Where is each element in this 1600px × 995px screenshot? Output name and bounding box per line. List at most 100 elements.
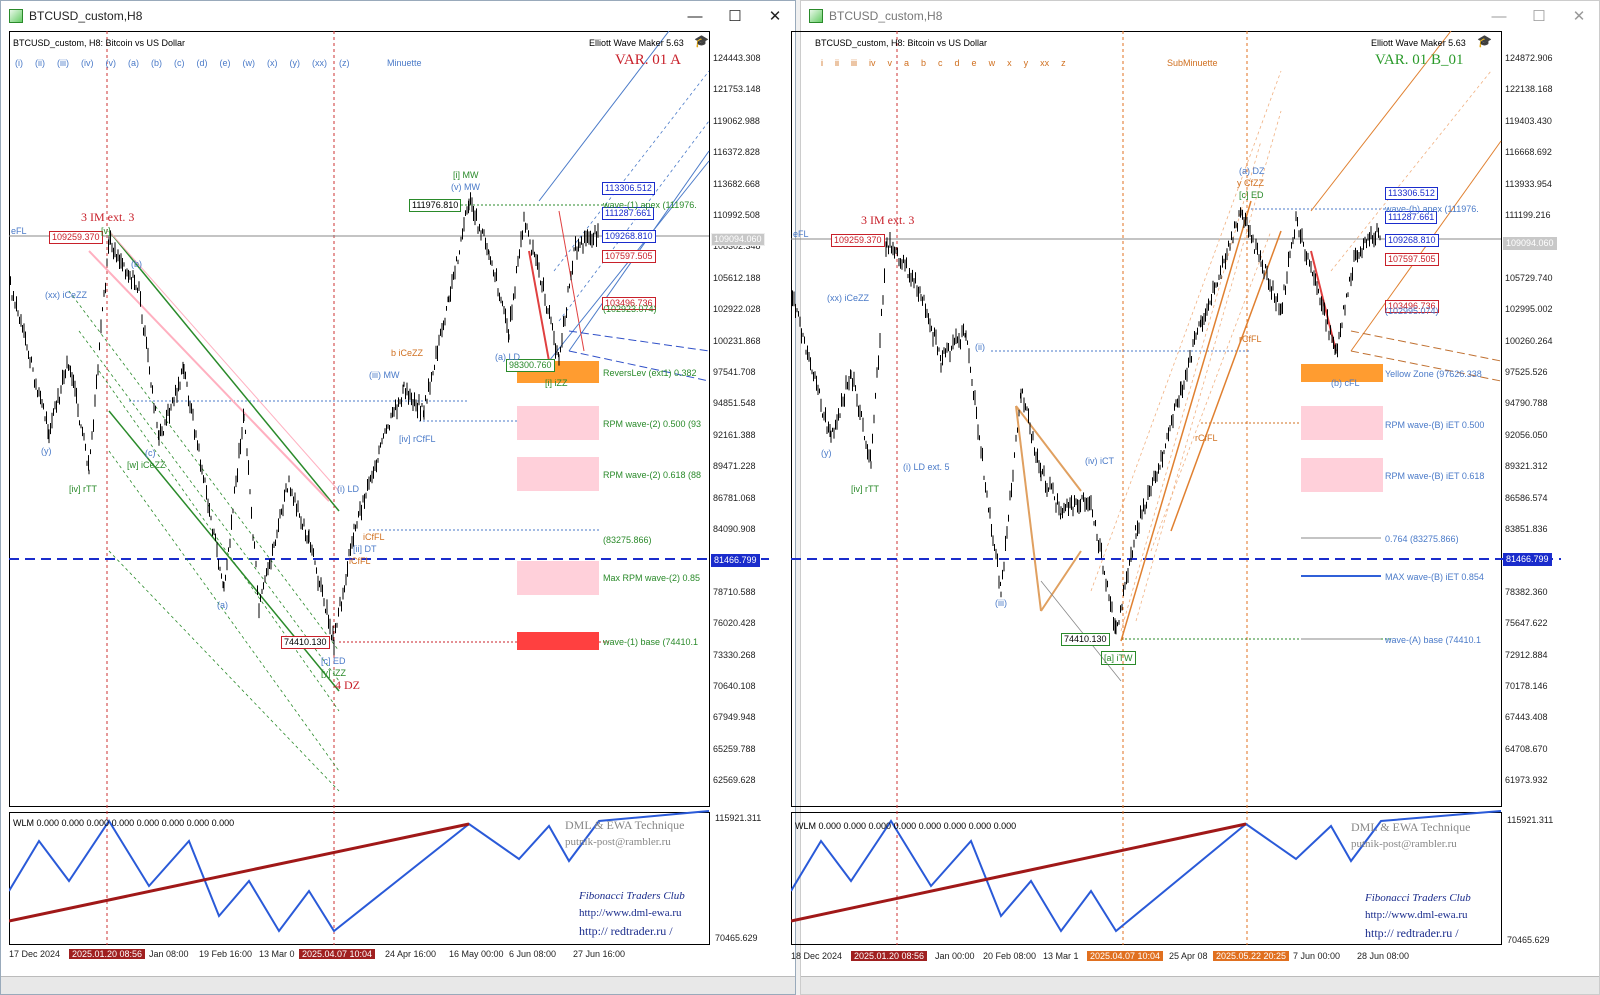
wave-degree-option[interactable]: (iii) <box>57 58 69 68</box>
price-tick-label: 97541.708 <box>713 367 756 377</box>
price-tick-label: 124872.906 <box>1505 53 1553 63</box>
credit-link-redtrader[interactable]: http:// redtrader.ru / <box>1365 926 1459 940</box>
degree-label[interactable]: SubMinuette <box>1167 58 1218 68</box>
wave-degree-option[interactable]: d <box>954 58 960 68</box>
price-chart-canvas[interactable] <box>9 31 789 976</box>
wave-degree-selector[interactable]: (i) (ii) (iii) (iv) (v) (a) (b) (c) (d) (e) (w) (x)… <box>15 57 362 69</box>
price-tick-label: 119403.430 <box>1505 115 1552 126</box>
main-chart[interactable]: BTCUSD_custom, H8: Bitcoin vs US Dollar … <box>9 31 789 976</box>
credit-link-dml[interactable]: http://www.dml-ewa.ru <box>579 907 682 919</box>
wave-degree-option[interactable]: v <box>887 58 893 68</box>
wave-degree-option[interactable]: (v) <box>105 58 117 68</box>
wave-degree-option[interactable]: (b) <box>151 58 162 68</box>
time-tick-label: 20 Feb 08:00 <box>983 951 1037 961</box>
level-label-rpm-500: RPM wave-(B) iET 0.500 <box>1385 420 1485 430</box>
wave-degree-option[interactable]: w <box>988 58 996 68</box>
price-tick-label: 78382.360 <box>1505 586 1548 597</box>
close-button[interactable]: ✕ <box>768 8 782 25</box>
price-box-113306: 113306.512 <box>602 182 655 195</box>
wave-degree-option[interactable]: iii <box>851 58 857 68</box>
price-tick-label: 121753.148 <box>713 84 761 95</box>
wave-degree-option[interactable]: (a) <box>128 58 139 68</box>
wave-degree-option[interactable]: z <box>1061 58 1066 68</box>
close-button[interactable]: ✕ <box>1572 8 1586 25</box>
wave-label: [y] iZZ <box>321 668 346 678</box>
wave-degree-option[interactable]: ii <box>835 58 839 68</box>
channel-line <box>1350 350 1502 382</box>
time-tick-label: 19 Feb 16:00 <box>199 949 253 959</box>
sub-plot-frame <box>791 812 1502 945</box>
time-axis[interactable]: 18 Dec 2024 2025.01.20 08:56 Jan 00:00 20 F… <box>791 951 1501 965</box>
minimize-button[interactable]: — <box>687 7 703 25</box>
wave-degree-option[interactable]: c <box>938 58 943 68</box>
price-bars <box>791 207 1381 635</box>
wave-degree-selector[interactable]: i ii iii iv v a b c d e w x y xx z <box>821 57 1078 69</box>
level-label-max: MAX wave-(B) iET 0.854 <box>1385 572 1484 582</box>
wave-degree-option[interactable]: (e) <box>219 58 231 68</box>
channel-line <box>558 120 710 322</box>
wave-degree-option[interactable]: (d) <box>196 58 208 68</box>
time-tick-label: Jan 08:00 <box>149 949 189 959</box>
hat-icon[interactable]: 🎓 <box>1477 34 1492 48</box>
wave-label: (iii) <box>995 598 1007 608</box>
wlm-zigzag <box>9 810 710 933</box>
status-bar <box>801 976 1599 994</box>
price-box-109268: 109268.810 <box>1385 234 1439 247</box>
wave-degree-option[interactable]: (y) <box>289 58 301 68</box>
wave-label: 3 IM ext. 3 <box>861 213 915 227</box>
wave-degree-option[interactable]: (iv) <box>81 58 94 68</box>
wave-degree-option[interactable]: y <box>1023 58 1029 68</box>
credit-email: putnik-post@rambler.ru <box>565 836 671 848</box>
time-axis[interactable]: 17 Dec 2024 2025.01.20 08:56 Jan 08:00 19 F… <box>9 949 709 963</box>
wave-label: eFL <box>793 229 809 239</box>
price-tick-label: 100231.868 <box>713 335 761 346</box>
credit-title: DML & EWA Technique <box>565 818 685 832</box>
wave-degree-option[interactable]: iv <box>869 58 876 68</box>
sub-price-bottom: 70465.629 <box>715 933 758 943</box>
wave-label: (i) LD ext. 5 <box>903 462 950 472</box>
price-chart-canvas[interactable] <box>791 31 1581 976</box>
minimize-button[interactable]: — <box>1491 7 1507 25</box>
sub-price-top: 115921.311 <box>1507 815 1554 825</box>
target-zone <box>517 457 599 491</box>
wave-degree-option[interactable]: (z) <box>339 58 350 68</box>
wlm-trend-line <box>9 822 470 923</box>
title-bar[interactable]: BTCUSD_custom,H8 — ☐ ✕ <box>1 1 795 31</box>
channel-line <box>108 450 340 772</box>
price-tick-label: 102922.028 <box>713 304 761 315</box>
title-bar[interactable]: BTCUSD_custom,H8 — ☐ ✕ <box>801 1 1599 31</box>
wave-label: rCfFL <box>1239 334 1262 344</box>
wave-degree-option[interactable]: xx <box>1040 58 1050 68</box>
wave-label: 3 IM ext. 3 <box>81 210 135 224</box>
wave-degree-option[interactable]: (xx) <box>312 58 327 68</box>
wave-degree-option[interactable]: (i) <box>15 58 23 68</box>
wave-label: [iv] rCfFL <box>399 434 436 444</box>
wave-degree-option[interactable]: e <box>971 58 977 68</box>
degree-label[interactable]: Minuette <box>387 58 422 68</box>
credit-link-dml[interactable]: http://www.dml-ewa.ru <box>1365 909 1468 921</box>
wave-degree-option[interactable]: (c) <box>174 58 185 68</box>
wave-label: (iv) iCT <box>1085 456 1114 466</box>
wave-degree-option[interactable]: (ii) <box>35 58 45 68</box>
credit-link-redtrader[interactable]: http:// redtrader.ru / <box>579 924 673 938</box>
channel-line <box>108 230 340 492</box>
channel-line <box>1040 550 1082 612</box>
maximize-button[interactable]: ☐ <box>728 8 742 25</box>
chart-window-right[interactable]: BTCUSD_custom,H8 — ☐ ✕ BTCUSD_custom, H8… <box>791 0 1600 995</box>
level-label-max-rpm: Max RPM wave-(2) 0.85 <box>603 573 701 583</box>
channel-line <box>1120 140 1262 632</box>
wave-degree-option[interactable]: x <box>1007 58 1012 68</box>
channel-line <box>558 210 585 352</box>
price-box-high: 109259.370 <box>49 231 103 244</box>
wave-degree-option[interactable]: (w) <box>242 58 256 68</box>
maximize-button[interactable]: ☐ <box>1532 8 1546 25</box>
hat-icon[interactable]: 🎓 <box>694 34 709 48</box>
chart-window-left[interactable]: BTCUSD_custom,H8 — ☐ ✕ BTCUSD_custom, H8… <box>0 0 796 995</box>
wave-degree-option[interactable]: b <box>921 58 927 68</box>
wave-degree-option[interactable]: a <box>904 58 910 68</box>
wave-degree-option[interactable]: i <box>821 58 823 68</box>
main-chart[interactable]: BTCUSD_custom, H8: Bitcoin vs US Dollar … <box>791 31 1581 976</box>
current-price-marker: 109094.060 <box>711 233 765 246</box>
channel-line <box>1150 230 1272 552</box>
wave-degree-option[interactable]: (x) <box>267 58 278 68</box>
